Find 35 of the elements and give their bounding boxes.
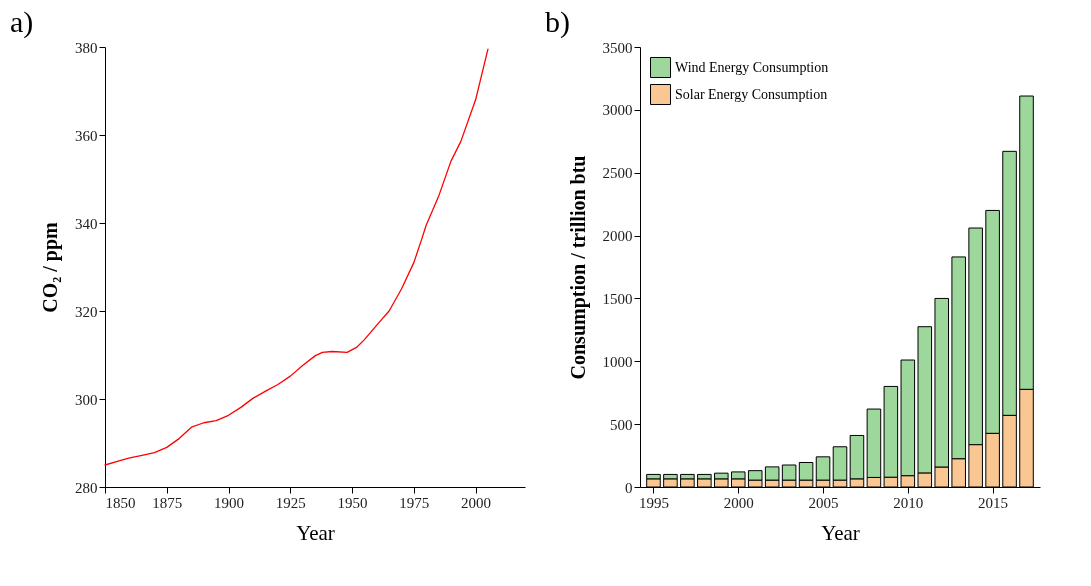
y-tick-label: 3000 <box>602 102 633 119</box>
y-tick-label: 0 <box>625 479 633 496</box>
x-tick-label: 2015 <box>978 494 1009 511</box>
y-tick-label: 3500 <box>602 39 633 56</box>
y-tick-label: 360 <box>75 127 98 144</box>
x-tick-label: 1995 <box>638 494 669 511</box>
x-tick-label: 1925 <box>275 494 306 511</box>
y-tick-label: 500 <box>610 416 633 433</box>
y-tick-label: 1500 <box>602 290 633 307</box>
legend-label: Solar Energy Consumption <box>675 86 828 102</box>
x-tick-label: 2000 <box>723 494 754 511</box>
y-tick-label: 2000 <box>602 228 633 245</box>
x-axis-title: Year <box>821 520 860 545</box>
y-tick-label: 320 <box>75 303 98 320</box>
y-tick-label: 340 <box>75 215 98 232</box>
legend-label: Wind Energy Consumption <box>675 59 829 75</box>
y-axis-title: Consumption / trillion btu <box>566 155 590 380</box>
x-tick-label: 2010 <box>893 494 924 511</box>
x-axis-title: Year <box>296 520 335 545</box>
chart-title: a) <box>10 5 34 39</box>
y-tick-label: 280 <box>75 479 98 496</box>
line-series <box>104 48 489 466</box>
x-tick-label: 1950 <box>337 494 368 511</box>
y-axis-title: CO₂ / ppm <box>39 221 62 313</box>
chart-title: b) <box>545 5 570 39</box>
x-tick-label: 1875 <box>152 494 183 511</box>
y-tick-label: 300 <box>75 391 98 408</box>
x-tick-label: 2005 <box>808 494 839 511</box>
x-tick-label: 2000 <box>461 494 492 511</box>
y-tick-label: 2500 <box>602 165 633 182</box>
x-tick-label: 1850 <box>105 494 136 511</box>
y-tick-label: 1000 <box>602 353 633 370</box>
y-tick-label: 380 <box>75 39 98 56</box>
x-tick-label: 1900 <box>214 494 245 511</box>
x-tick-label: 1975 <box>399 494 430 511</box>
